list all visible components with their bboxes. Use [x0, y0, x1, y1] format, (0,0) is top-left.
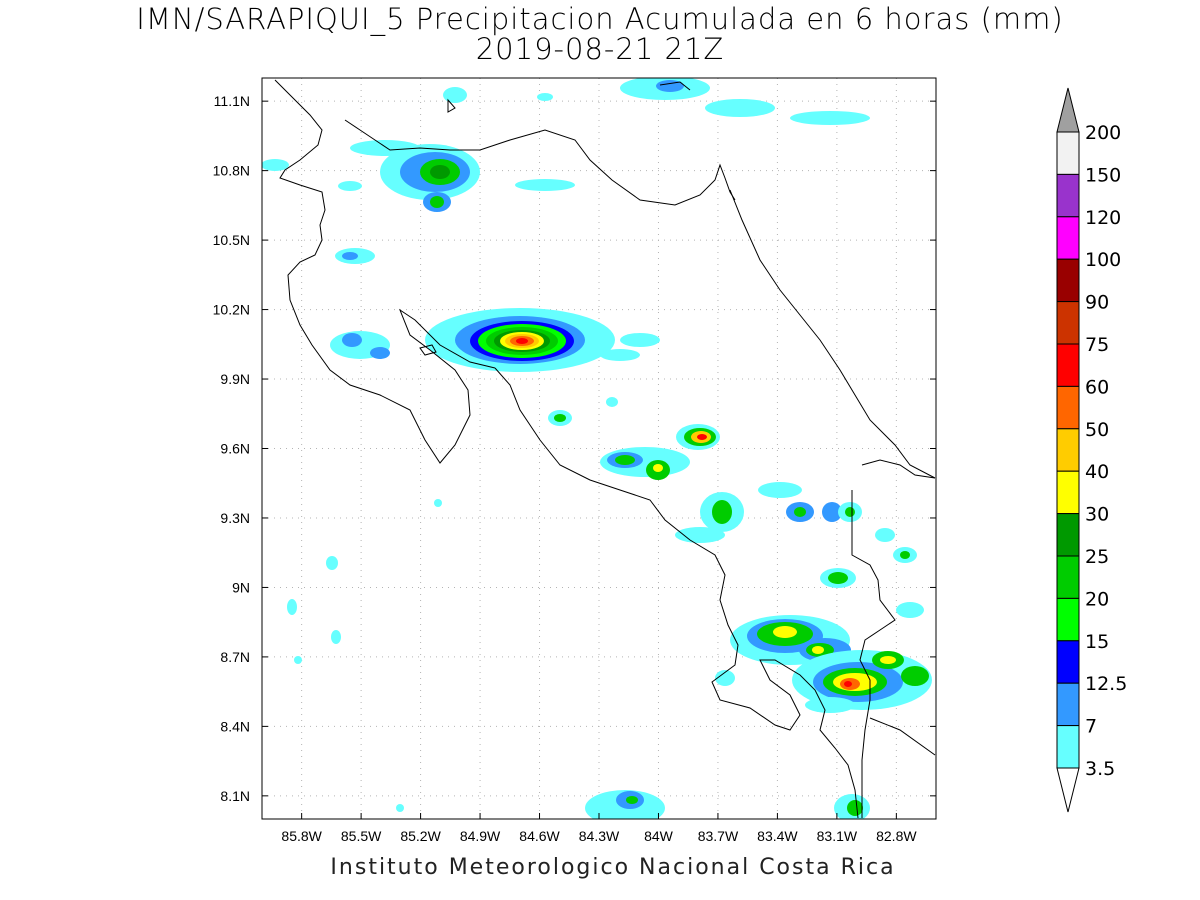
colorbar-swatch — [1056, 301, 1080, 345]
lon-tick-label: 84.3W — [579, 828, 620, 844]
map-title: IMN/SARAPIQUI_5 Precipitacion Acumulada … — [136, 2, 1064, 36]
colorbar-label: 200 — [1085, 122, 1121, 144]
colorbar-swatch — [1056, 428, 1080, 472]
lat-tick-label: 10.2N — [213, 302, 250, 318]
colorbar-label: 3.5 — [1085, 758, 1115, 780]
colorbar-label: 90 — [1085, 292, 1109, 314]
colorbar-swatch — [1056, 725, 1080, 769]
precipitation-field — [262, 78, 932, 819]
colorbar-label: 7 — [1085, 716, 1097, 738]
lon-tick-label: 83.4W — [757, 828, 798, 844]
colorbar-label: 30 — [1085, 504, 1109, 526]
colorbar-legend: 200 150 120 100 90 75 60 50 40 30 25 20 15 12.5 7 3.5 — [1056, 87, 1127, 813]
lon-tick-label: 84.9W — [460, 828, 501, 844]
lat-tick-label: 8.7N — [220, 649, 250, 665]
lat-tick-label: 9.6N — [220, 441, 250, 457]
colorbar-swatch — [1056, 343, 1080, 387]
colorbar-swatch — [1056, 470, 1080, 515]
lon-tick-label: 83.7W — [698, 828, 739, 844]
footer-credit: Instituto Meteorologico Nacional Costa R… — [330, 855, 896, 880]
map-axis-ticks: 11.1N 10.8N 10.5N 10.2N 9.9N 9.6N 9.3N 9N 8.7N 8.… — [213, 93, 936, 844]
colorbar-label: 20 — [1085, 588, 1109, 610]
lat-tick-label: 10.8N — [213, 163, 250, 179]
colorbar-label: 100 — [1085, 249, 1121, 271]
lon-tick-label: 82.8W — [876, 828, 917, 844]
colorbar-label: 25 — [1085, 546, 1109, 568]
colorbar-swatch — [1056, 513, 1080, 557]
colorbar-swatch — [1056, 640, 1080, 684]
colorbar-label: 15 — [1085, 631, 1109, 653]
lat-tick-label: 9N — [232, 579, 250, 595]
colorbar-swatch — [1056, 385, 1080, 430]
colorbar-label: 60 — [1085, 376, 1109, 398]
lon-tick-label: 85.2W — [400, 828, 441, 844]
colorbar-label: 150 — [1085, 164, 1121, 186]
colorbar-swatch — [1056, 597, 1080, 642]
lon-tick-label: 84W — [644, 828, 674, 844]
colorbar-swatch — [1056, 258, 1080, 303]
lat-tick-label: 9.9N — [220, 371, 250, 387]
lon-tick-label: 83.1W — [817, 828, 858, 844]
colorbar-swatch — [1056, 131, 1080, 175]
colorbar-top-cap — [1056, 87, 1080, 133]
lat-tick-label: 11.1N — [214, 93, 250, 109]
lon-tick-label: 85.5W — [341, 828, 382, 844]
colorbar-label: 50 — [1085, 419, 1109, 441]
lon-tick-label: 85.8W — [281, 828, 322, 844]
colorbar-label: 120 — [1085, 207, 1121, 229]
lat-tick-label: 8.1N — [220, 788, 250, 804]
colorbar-swatch — [1056, 682, 1080, 727]
colorbar-swatch — [1056, 555, 1080, 599]
lon-tick-label: 84.6W — [519, 828, 560, 844]
lat-tick-label: 9.3N — [220, 510, 250, 526]
colorbar-swatch — [1056, 173, 1080, 218]
colorbar-label: 40 — [1085, 461, 1109, 483]
lat-tick-label: 10.5N — [213, 232, 250, 248]
colorbar-swatch — [1056, 216, 1080, 260]
coastlines — [274, 79, 936, 819]
colorbar-label: 75 — [1085, 334, 1109, 356]
colorbar-bottom-cap — [1056, 767, 1080, 813]
map-datetime: 2019-08-21 21Z — [475, 32, 725, 66]
colorbar-label: 12.5 — [1085, 673, 1127, 695]
lat-tick-label: 8.4N — [220, 718, 250, 734]
